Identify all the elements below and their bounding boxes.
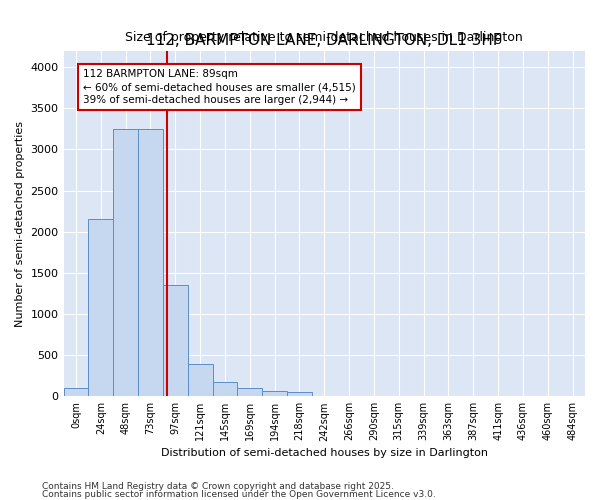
Bar: [138, 129, 163, 396]
Bar: [113, 129, 138, 396]
Bar: [262, 392, 287, 396]
Bar: [64, 388, 88, 396]
Bar: [287, 392, 312, 396]
Text: 112 BARMPTON LANE: 89sqm
← 60% of semi-detached houses are smaller (4,515)
39% o: 112 BARMPTON LANE: 89sqm ← 60% of semi-d…: [83, 69, 356, 105]
Bar: [188, 364, 212, 396]
Y-axis label: Number of semi-detached properties: Number of semi-detached properties: [15, 120, 25, 326]
Bar: [238, 388, 262, 396]
Text: Size of property relative to semi-detached houses in Darlington: Size of property relative to semi-detach…: [125, 31, 523, 44]
Bar: [163, 285, 188, 397]
X-axis label: Distribution of semi-detached houses by size in Darlington: Distribution of semi-detached houses by …: [161, 448, 488, 458]
Text: Contains HM Land Registry data © Crown copyright and database right 2025.: Contains HM Land Registry data © Crown c…: [42, 482, 394, 491]
Bar: [88, 220, 113, 396]
Title: 112, BARMPTON LANE, DARLINGTON, DL1 3HF: 112, BARMPTON LANE, DARLINGTON, DL1 3HF: [146, 33, 502, 48]
Text: Contains public sector information licensed under the Open Government Licence v3: Contains public sector information licen…: [42, 490, 436, 499]
Bar: [212, 382, 238, 396]
